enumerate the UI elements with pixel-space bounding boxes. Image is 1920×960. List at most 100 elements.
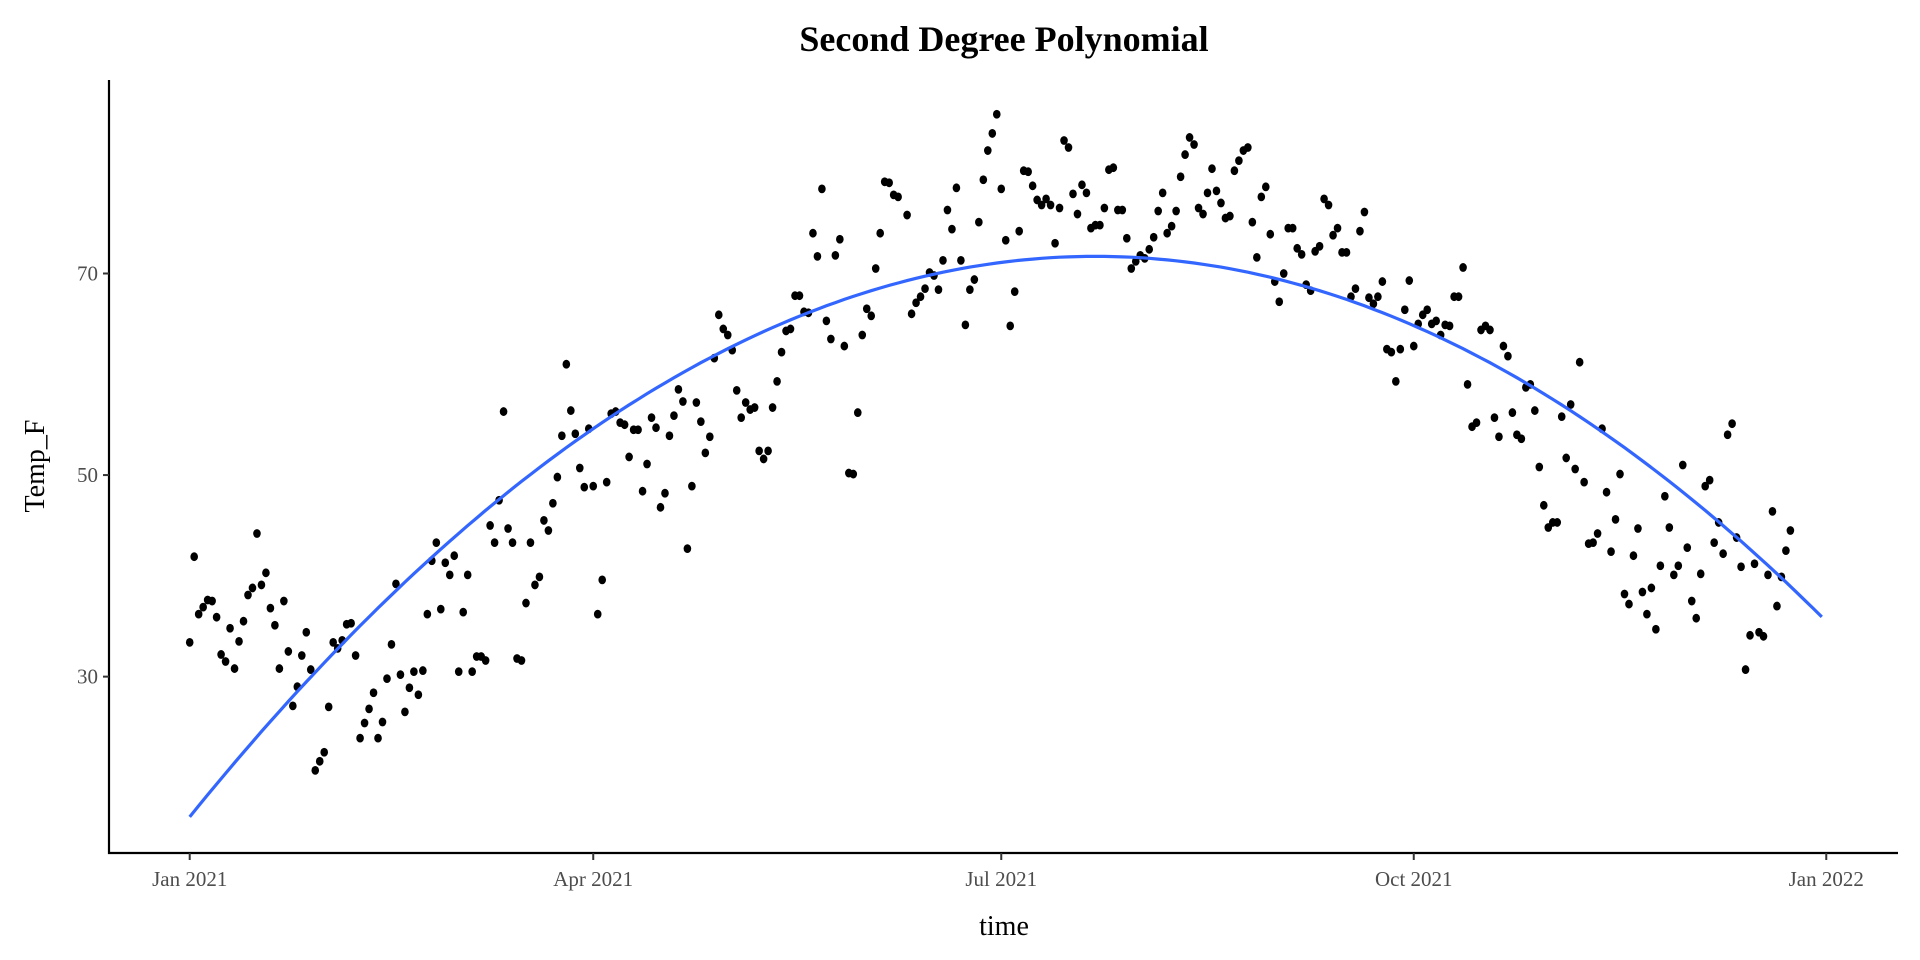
data-point	[378, 717, 387, 727]
chart-title: Second Degree Polynomial	[799, 19, 1208, 59]
data-point	[1593, 529, 1602, 538]
y-ticks: 30 50 70	[77, 262, 109, 689]
data-point	[481, 656, 490, 665]
data-point	[598, 575, 607, 585]
data-point	[777, 347, 786, 357]
data-point	[1486, 325, 1494, 335]
data-point	[549, 498, 557, 508]
x-tick-label: Jan 2021	[152, 867, 227, 891]
x-tick-label: Jan 2022	[1789, 867, 1864, 891]
data-point	[665, 431, 674, 441]
data-point	[1293, 243, 1301, 253]
data-point	[1786, 526, 1795, 535]
data-point	[194, 609, 203, 619]
data-point	[679, 397, 687, 406]
data-point	[952, 183, 961, 193]
data-point	[970, 275, 979, 284]
data-point	[1746, 630, 1754, 640]
data-point	[1212, 186, 1221, 196]
data-point	[1571, 464, 1579, 474]
data-point	[620, 420, 629, 430]
data-point	[441, 558, 450, 568]
data-point	[692, 398, 701, 407]
data-point	[795, 291, 804, 301]
data-point	[1638, 587, 1647, 597]
data-point	[1396, 344, 1405, 354]
data-point	[1378, 277, 1387, 286]
data-point	[463, 570, 472, 580]
data-point	[1629, 551, 1638, 561]
data-point	[876, 228, 884, 238]
data-point	[984, 146, 992, 155]
data-point	[253, 529, 261, 538]
data-point	[858, 330, 867, 340]
data-point	[1015, 226, 1023, 236]
data-point	[723, 330, 732, 340]
data-point	[553, 472, 562, 482]
data-point	[1499, 341, 1508, 351]
data-point	[190, 552, 198, 562]
data-point	[1131, 257, 1140, 266]
data-point	[1374, 292, 1382, 302]
data-point	[916, 292, 925, 302]
data-point	[185, 637, 194, 647]
data-point	[1674, 561, 1683, 571]
y-tick-label: 30	[77, 665, 98, 689]
data-point	[1248, 217, 1257, 227]
data-point	[271, 620, 279, 630]
data-point	[1118, 205, 1127, 215]
data-point	[405, 683, 414, 693]
data-point	[544, 526, 553, 535]
data-point	[1405, 276, 1414, 285]
data-point	[912, 298, 920, 308]
data-point	[414, 690, 423, 700]
y-axis-label: Temp_F	[20, 420, 51, 513]
data-point	[1055, 203, 1064, 213]
data-point	[1046, 200, 1055, 210]
data-point	[1463, 379, 1472, 389]
data-point	[966, 285, 974, 295]
data-point	[365, 704, 373, 714]
data-point	[1060, 136, 1068, 145]
data-point	[571, 429, 580, 439]
data-point	[1078, 180, 1086, 190]
data-point	[1562, 453, 1571, 463]
data-point	[688, 481, 696, 491]
data-point	[589, 481, 598, 491]
data-point	[387, 639, 396, 649]
x-ticks: Jan 2021 Apr 2021 Jul 2021 Oct 2021 Jan 2022	[152, 853, 1864, 891]
data-point	[643, 459, 651, 469]
data-point	[1257, 192, 1266, 202]
data-point	[1710, 538, 1718, 547]
data-point	[396, 670, 405, 680]
y-tick-label: 70	[77, 262, 98, 286]
data-point	[1490, 413, 1499, 423]
data-point	[1741, 665, 1750, 674]
data-point	[1365, 293, 1373, 303]
data-point	[1324, 200, 1333, 210]
data-point	[392, 579, 400, 589]
data-point	[1387, 347, 1396, 357]
data-point	[351, 651, 360, 660]
data-point	[1678, 460, 1687, 470]
data-point	[1773, 601, 1781, 611]
data-point	[979, 175, 988, 185]
data-point	[961, 320, 970, 330]
points-layer	[185, 109, 1795, 775]
data-point	[1069, 189, 1077, 199]
data-point	[1024, 167, 1032, 177]
data-point	[934, 285, 943, 295]
data-point	[360, 718, 369, 728]
data-point	[1001, 235, 1010, 245]
data-point	[1208, 164, 1216, 174]
data-point	[217, 650, 225, 659]
data-point	[302, 627, 311, 637]
data-point	[324, 702, 333, 712]
data-point	[992, 109, 1001, 119]
data-point	[957, 256, 965, 265]
data-point	[1782, 546, 1790, 556]
x-axis-label: time	[979, 911, 1029, 942]
data-point	[1028, 181, 1037, 191]
data-point	[656, 502, 665, 512]
